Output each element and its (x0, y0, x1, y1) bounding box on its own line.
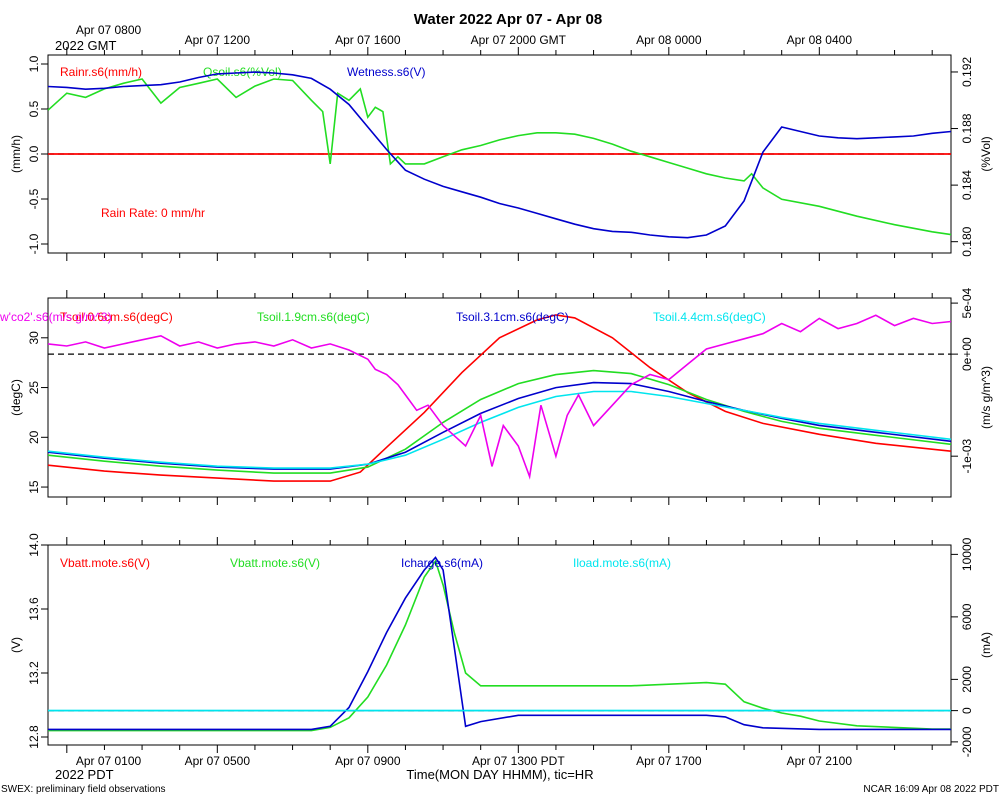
y-tick-label-right: 0.192 (960, 57, 974, 87)
legend-label: Tsoil.3.1cm.s6(degC) (456, 310, 569, 324)
bottom-tick-label: Apr 07 2100 (787, 754, 853, 768)
y-tick-label-right: 0 (960, 707, 974, 714)
y-tick-label-right: 0.180 (960, 226, 974, 256)
y-axis-label-left: (V) (9, 637, 23, 653)
y-tick-label-right: 0.188 (960, 113, 974, 143)
y-tick-label-left: 12.8 (27, 725, 41, 749)
water-panel: 1.0 0.5 0.0 -0.5 -1.0 0.192 0.188 0.184 0.180 (mm… (9, 47, 993, 261)
y-tick-label-left: 20 (27, 430, 41, 444)
y-tick-label-left: 13.6 (27, 597, 41, 621)
y-tick-label-left: 14.0 (27, 533, 41, 557)
legend-label: Iload.mote.s6(mA) (573, 556, 671, 570)
chart-title: Water 2022 Apr 07 - Apr 08 (414, 11, 602, 28)
series-line-1 (47, 78, 952, 236)
footer-left-note: SWEX: preliminary field observations (1, 784, 166, 795)
series-line-2 (48, 556, 951, 731)
y-tick-label-right: -2000 (960, 726, 974, 757)
y-tick-label-left: 0.0 (27, 145, 41, 162)
y-tick-label-left: 30 (27, 331, 41, 345)
legend-label: Tsoil.1.9cm.s6(degC) (257, 310, 370, 324)
top-tick-label: Apr 08 0400 (787, 33, 853, 47)
footer-right-note: NCAR 16:09 Apr 08 2022 PDT (863, 784, 999, 795)
top-tick-label: Apr 07 2000 GMT (471, 33, 567, 47)
series-line-2 (47, 381, 952, 470)
legend-label: Tsoil.0.6cm.s6(degC) (60, 310, 173, 324)
y-tick-label-right: 6000 (960, 603, 974, 630)
y-tick-label-left: 25 (27, 381, 41, 395)
y-tick-label-right: 0e+00 (960, 337, 974, 371)
series-line-0 (47, 314, 952, 482)
y-tick-label-left: 1.0 (27, 55, 41, 72)
y-tick-label-left: 13.2 (27, 661, 41, 685)
y-axis-label-right: (mA) (979, 632, 993, 658)
gmt-timezone-label: 2022 GMT (55, 38, 116, 53)
legend-label: Vbatt.mote.s6(V) (230, 556, 320, 570)
plot-frame (47, 544, 952, 746)
series-line-3 (47, 390, 952, 469)
series-line-1 (47, 369, 952, 474)
y-axis-label-right: (m/s g/m^3) (979, 366, 993, 429)
y-tick-label-left: -1.0 (27, 233, 41, 254)
top-tick-label: Apr 07 0800 (76, 23, 142, 37)
x-axis-label: Time(MON DAY HHMM), tic=HR (406, 767, 593, 782)
y-tick-label-right: 2000 (960, 666, 974, 693)
bottom-tick-label: Apr 07 0100 (76, 754, 142, 768)
y-tick-label-right: -1e-03 (960, 439, 974, 474)
y-axis-label-right: (%Vol) (979, 136, 993, 171)
plot-frame (47, 297, 952, 498)
y-tick-label-left: 0.5 (27, 100, 41, 117)
legend-label: w'co2'.s6(m/s g/m^3) (0, 310, 112, 324)
series-line-1 (48, 559, 951, 732)
bottom-tick-label: Apr 07 0900 (335, 754, 401, 768)
y-tick-label-left: 15 (27, 480, 41, 494)
y-tick-label-left: -0.5 (27, 188, 41, 209)
series-line-4 (47, 314, 952, 480)
top-tick-label: Apr 07 1600 (335, 33, 401, 47)
bottom-tick-label: Apr 07 1700 (636, 754, 702, 768)
y-tick-label-right: 10000 (960, 537, 974, 571)
legend-label: Vbatt.mote.s6(V) (60, 556, 150, 570)
series-line-2 (47, 71, 952, 239)
y-tick-label-right: 0.184 (960, 170, 974, 200)
battery-power-panel: 14.0 13.6 13.2 12.8 10000 6000 2000 0 -2000 (V) (m… (9, 533, 993, 757)
top-tick-label: Apr 07 1200 (185, 33, 251, 47)
legend-label: Wetness.s6(V) (347, 65, 425, 79)
top-tick-label: Apr 08 0000 (636, 33, 702, 47)
top-time-axis: Apr 07 0800 Apr 07 1200 Apr 07 1600 Apr 07 … (76, 23, 853, 47)
bottom-time-axis: Apr 07 0100 Apr 07 0500 Apr 07 0900 Apr 07 … (76, 754, 853, 768)
legend-label: Tsoil.4.4cm.s6(degC) (653, 310, 766, 324)
bottom-tick-label: Apr 07 1300 PDT (472, 754, 565, 768)
y-tick-label-right: 5e-04 (960, 287, 974, 318)
legend-label: Icharge.s6(mA) (401, 556, 483, 570)
bottom-tick-label: Apr 07 0500 (185, 754, 251, 768)
rain-rate-annotation: Rain Rate: 0 mm/hr (101, 206, 205, 220)
y-axis-label-left: (mm/h) (9, 135, 23, 173)
y-axis-label-left: (degC) (9, 379, 23, 416)
pdt-timezone-label: 2022 PDT (55, 767, 114, 782)
legend-label: Rainr.s6(mm/h) (60, 65, 142, 79)
soil-temperature-panel: 30 25 20 15 5e-04 0e+00 -1e-03 (degC) (m/s g/m^3… (0, 287, 993, 505)
